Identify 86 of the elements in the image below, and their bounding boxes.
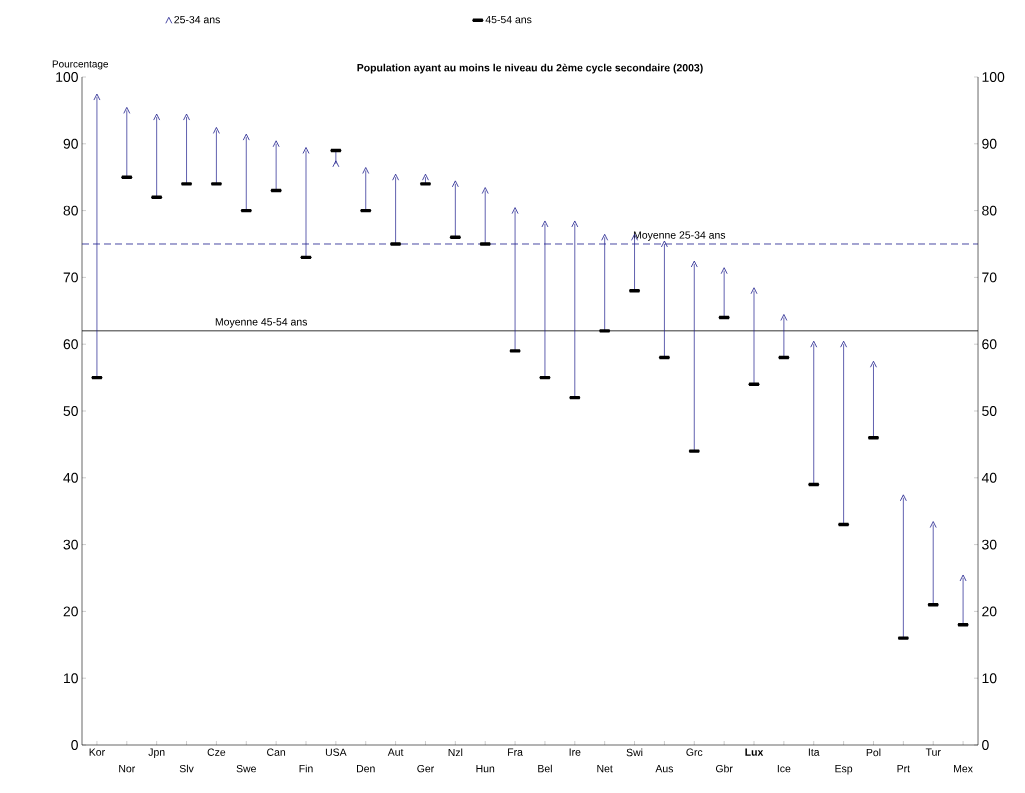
point (601, 233, 609, 241)
y2-tick-label: 40 (981, 472, 997, 483)
x-tick-label: Fra (508, 748, 523, 756)
point (422, 173, 429, 181)
point (362, 167, 370, 174)
ref-line-label: Moyenne 25-34 ans (633, 231, 726, 241)
point (213, 127, 220, 134)
y-tick-label: 70 (63, 272, 78, 283)
x-tick-label: Prt (897, 765, 910, 773)
y2-tick-label: 50 (982, 406, 997, 416)
x-tick-label: Ice (777, 765, 791, 773)
x-tick-label: Ire (569, 748, 581, 756)
y2-tick-label: 20 (982, 606, 997, 617)
x-tick-label: Ita (808, 748, 820, 756)
point (899, 494, 907, 502)
point (870, 360, 877, 368)
x-tick-label: Ger (417, 764, 435, 773)
ref-line-label: Moyenne 45-54 ans (215, 318, 308, 328)
y-tick-label: 60 (63, 339, 78, 350)
x-tick-label: Gbr (715, 764, 733, 773)
y2-tick-label: 100 (982, 72, 1005, 82)
y-tick-label: 80 (63, 205, 78, 216)
x-tick-label: Slv (179, 764, 194, 773)
y2-tick-label: 70 (982, 272, 997, 283)
legend-label: 25-34 ans (174, 15, 220, 24)
x-tick-label: Aus (655, 765, 674, 773)
point (93, 93, 101, 101)
x-tick-label: Can (267, 748, 286, 756)
y-tick-label: 30 (63, 539, 78, 550)
point (750, 287, 758, 295)
x-tick-label: Jpn (148, 748, 165, 758)
x-tick-label: Den (357, 765, 375, 773)
x-tick-label: Cze (207, 748, 226, 756)
point (451, 180, 459, 188)
x-tick-label: Pol (866, 748, 881, 757)
y2-tick-label: 90 (982, 138, 997, 149)
x-tick-label: Aut (387, 748, 404, 756)
x-tick-label: Swi (626, 748, 643, 757)
point (690, 260, 698, 268)
x-tick-label: Kor (89, 748, 105, 756)
y-tick-label: 50 (63, 406, 78, 416)
point (242, 133, 250, 141)
y2-tick-label: 60 (982, 339, 997, 350)
point (183, 113, 190, 121)
point (780, 314, 788, 321)
y-tick-label: 40 (63, 472, 78, 483)
point (571, 220, 579, 228)
x-tick-label: Hun (476, 765, 495, 773)
y-tick-label: 20 (63, 606, 78, 617)
y-axis-title: Pourcentage (52, 60, 109, 70)
x-tick-label: Net (597, 765, 613, 773)
y2-tick-label: 30 (982, 539, 997, 550)
point (392, 173, 400, 181)
chart-title: Population ayant au moins le niveau du 2ème cycle secondaire (2003) (357, 63, 703, 74)
y2-tick-label: 80 (982, 205, 997, 216)
x-tick-label: Lux (745, 748, 764, 756)
y-tick-label: 10 (64, 673, 78, 684)
x-tick-label: Mex (954, 765, 973, 773)
y-tick-label: 90 (63, 138, 78, 149)
point (481, 187, 489, 194)
x-tick-label: Grc (686, 748, 703, 756)
point (272, 140, 280, 148)
point (123, 106, 131, 114)
point (302, 147, 310, 154)
x-tick-label: Swe (236, 764, 256, 773)
x-tick-label: Tur (925, 748, 941, 756)
point (810, 340, 818, 348)
x-tick-label: Nzl (448, 748, 463, 757)
x-tick-label: Bel (538, 764, 552, 773)
x-tick-label: Esp (835, 765, 853, 775)
x-tick-label: Fin (299, 764, 313, 773)
point (720, 267, 728, 275)
y-tick-label: 0 (71, 740, 78, 750)
point (511, 207, 519, 214)
point (332, 160, 340, 168)
y2-tick-label: 0 (982, 740, 989, 750)
point (840, 340, 848, 348)
point (541, 220, 549, 228)
y-tick-label: 100 (56, 72, 78, 82)
point (959, 574, 967, 582)
x-tick-label: Nor (119, 765, 136, 773)
x-tick-label: USA (325, 748, 347, 756)
y2-tick-label: 10 (982, 673, 997, 684)
legend-label: 45-54 ans (485, 15, 532, 24)
point (153, 113, 161, 121)
point (929, 521, 937, 528)
